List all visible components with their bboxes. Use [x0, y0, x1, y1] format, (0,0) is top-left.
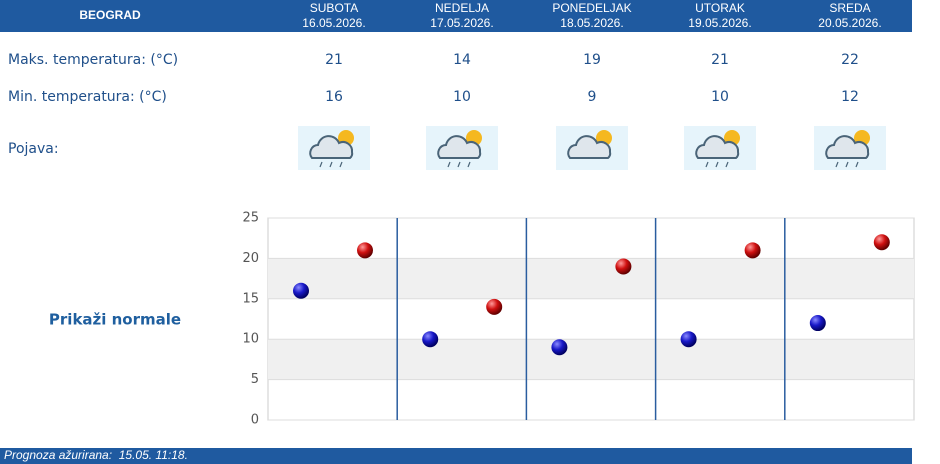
- day-date: 19.05.2026.: [688, 16, 751, 30]
- min-dot: [293, 282, 309, 299]
- day-name: SREDA: [829, 1, 870, 15]
- y-tick-label: 25: [242, 211, 259, 226]
- max-dot: [873, 234, 890, 251]
- y-tick-label: 15: [242, 291, 259, 306]
- max-temp: 14: [453, 52, 471, 68]
- footer-bar: [0, 448, 912, 464]
- max-dot: [486, 298, 503, 315]
- cloud: [567, 135, 612, 159]
- day-date: 17.05.2026.: [430, 16, 493, 30]
- min-dot: [680, 331, 697, 348]
- footer-text: Prognoza ažurirana: 15.05. 11:18.: [4, 448, 188, 462]
- day-name: UTORAK: [695, 1, 745, 15]
- max-dot: [744, 242, 761, 259]
- min-temp: 12: [841, 89, 859, 105]
- min-dot: [809, 315, 826, 332]
- rain: [835, 161, 859, 168]
- plot-area: [267, 217, 915, 421]
- y-tick-label: 20: [242, 251, 259, 266]
- min-temp: 16: [325, 89, 343, 105]
- city: BEOGRAD: [79, 8, 141, 22]
- min-temp: 10: [453, 89, 471, 105]
- weather-icon: [298, 126, 370, 170]
- min-dot: [551, 339, 568, 356]
- max-temp: 21: [325, 52, 343, 68]
- day-name: NEDELJA: [435, 1, 489, 15]
- max-dot: [357, 242, 373, 259]
- band: [268, 339, 914, 380]
- weather-icon: [814, 126, 886, 170]
- day-name: SUBOTA: [310, 1, 358, 15]
- min-dot: [422, 331, 439, 348]
- day-name: PONEDELJAK: [552, 1, 631, 15]
- day-date: 18.05.2026.: [560, 16, 623, 30]
- max-temp: 21: [711, 52, 729, 68]
- y-tick-label: 0: [251, 413, 259, 428]
- cloud: [309, 135, 354, 159]
- band: [268, 258, 914, 299]
- header-bar: [0, 0, 912, 32]
- min-temp: 10: [711, 89, 729, 105]
- cloud: [695, 135, 740, 159]
- cloud: [437, 135, 482, 159]
- max-temp: 22: [841, 52, 859, 68]
- max-dot: [615, 258, 632, 275]
- weather-icon: [684, 126, 756, 170]
- max-label: Maks. temperatura: (°C): [8, 52, 178, 68]
- min-temp: 9: [588, 89, 597, 105]
- rain: [319, 161, 343, 168]
- max-temp: 19: [583, 52, 601, 68]
- cloud: [825, 135, 870, 159]
- day-date: 20.05.2026.: [818, 16, 881, 30]
- y-tick-label: 10: [242, 332, 259, 347]
- rain: [705, 161, 729, 168]
- weather-icon: [426, 126, 498, 170]
- rain: [447, 161, 471, 168]
- min-label: Min. temperatura: (°C): [8, 89, 167, 105]
- phenomenon-label: Pojava:: [8, 141, 59, 157]
- weather-icon: [556, 126, 628, 170]
- y-tick-label: 5: [251, 372, 259, 387]
- day-date: 16.05.2026.: [302, 16, 365, 30]
- show-normals-link[interactable]: Prikaži normale: [49, 311, 181, 329]
